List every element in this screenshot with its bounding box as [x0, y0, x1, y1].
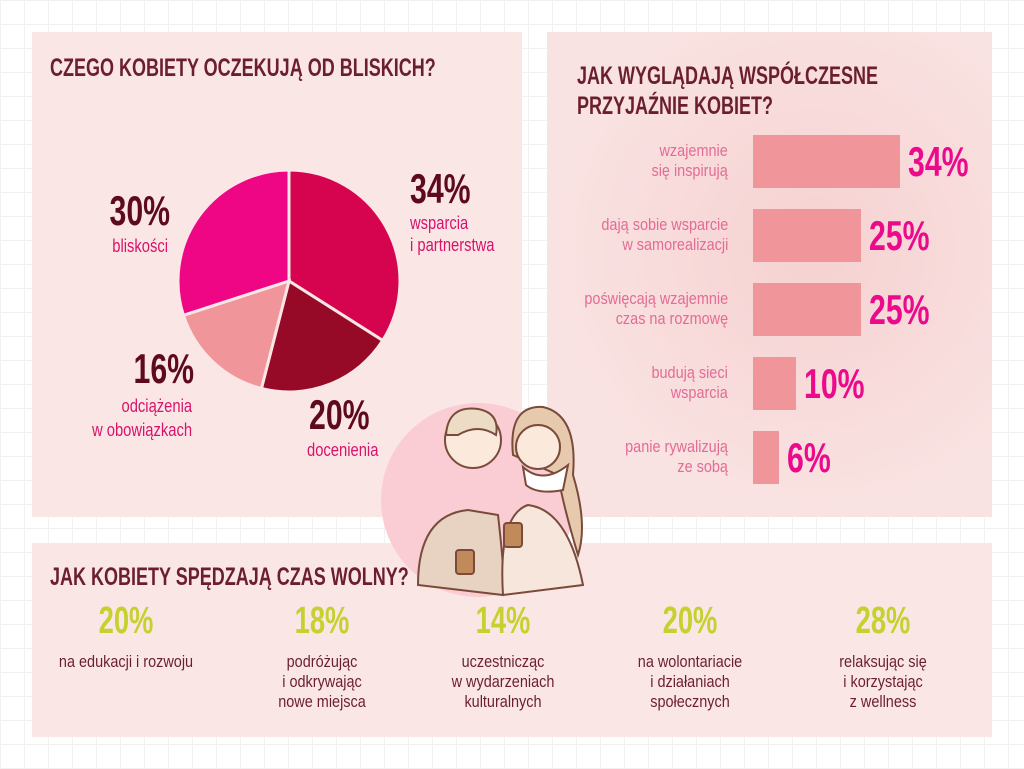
- leisure-item: 28% relaksując się i korzystając z wellnes…: [788, 600, 978, 712]
- slice-label: w obowiązkach: [91, 420, 192, 440]
- bar: [753, 357, 797, 410]
- pie-slice: [176, 168, 291, 318]
- bar-value: 34%: [907, 138, 969, 185]
- leisure-label: na wolontariacie i działaniach społecznych: [637, 652, 743, 711]
- bar-label: dają sobie wsparcie w samorealizacji: [601, 215, 728, 254]
- leisure-item: 18% podróżując i odkrywając nowe miejsca: [227, 600, 417, 712]
- leisure-value: 20%: [662, 600, 718, 642]
- bar: [753, 135, 900, 188]
- pie-slice: [259, 278, 385, 394]
- leisure-item: 20% na edukacji i rozwoju: [31, 600, 221, 672]
- slice-value: 20%: [309, 391, 370, 438]
- slice-label: docenienia: [307, 440, 379, 460]
- slice-label: i partnerstwa: [410, 235, 495, 255]
- leisure-title: JAK KOBIETY SPĘDZAJĄ CZAS WOLNY?: [50, 563, 409, 591]
- leisure-label: na edukacji i rozwoju: [58, 652, 194, 671]
- slice-label: odciążenia: [121, 396, 192, 416]
- pie-panel: CZEGO KOBIETY OCZEKUJĄ OD BLISKICH? 34% …: [32, 32, 522, 517]
- slice-label: bliskości: [112, 236, 168, 256]
- bar-label: budują sieci wsparcia: [651, 363, 728, 402]
- leisure-label: relaksując się i korzystając z wellness: [839, 652, 927, 711]
- leisure-value: 20%: [98, 600, 154, 642]
- couple-illustration: [381, 403, 585, 597]
- bar: [753, 431, 779, 484]
- bar: [753, 283, 861, 336]
- bar-title-line2: PRZYJAŹNIE KOBIET?: [577, 92, 774, 120]
- bar-value: 25%: [869, 286, 930, 333]
- bar-value: 10%: [804, 360, 865, 407]
- bar-label: wzajemnie się inspirują: [651, 141, 728, 180]
- bar-title-line1: JAK WYGLĄDAJĄ WSPÓŁCZESNE: [577, 62, 879, 90]
- leisure-item: 20% na wolontariacie i działaniach społecz…: [595, 600, 785, 712]
- leisure-value: 18%: [294, 600, 350, 642]
- bar-value: 6%: [786, 434, 831, 481]
- bar-label: poświęcają wzajemnie czas na rozmowę: [584, 289, 728, 328]
- pie-title: CZEGO KOBIETY OCZEKUJĄ OD BLISKICH?: [50, 54, 436, 82]
- slice-value: 34%: [410, 165, 471, 212]
- bar-value: 25%: [869, 212, 930, 259]
- slice-label: wsparcia: [410, 213, 469, 233]
- leisure-label: podróżując i odkrywając nowe miejsca: [278, 652, 366, 711]
- pie-chart: [176, 168, 402, 394]
- leisure-value: 28%: [855, 600, 911, 642]
- bar-label: panie rywalizują ze sobą: [625, 437, 728, 476]
- leisure-value: 14%: [475, 600, 531, 642]
- leisure-item: 14% uczestnicząc w wydarzeniach kulturalny…: [408, 600, 598, 712]
- bar: [753, 209, 861, 262]
- slice-value: 30%: [109, 187, 170, 234]
- leisure-label: uczestnicząc w wydarzeniach kulturalnych: [451, 652, 555, 711]
- slice-value: 16%: [133, 345, 194, 392]
